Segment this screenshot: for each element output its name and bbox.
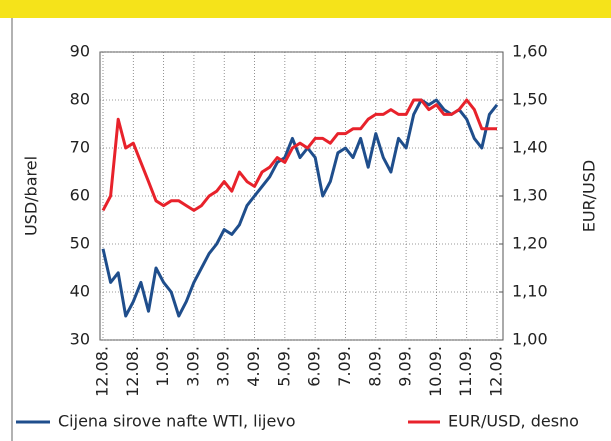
y-tick-label: 30	[70, 330, 90, 349]
y2-tick-label: 1,50	[512, 90, 548, 109]
y-tick-label: 80	[70, 90, 90, 109]
header-band	[0, 0, 611, 18]
x-tick-label: 3.09.	[214, 346, 233, 387]
x-tick-label: 12.08.	[123, 346, 142, 397]
y2-tick-label: 1,40	[512, 138, 548, 157]
legend-label: EUR/USD, desno	[448, 412, 579, 431]
x-tick-label: 3.09.	[183, 346, 202, 387]
x-tick-label: 4.09.	[244, 346, 263, 387]
y-tick-label: 70	[70, 138, 90, 157]
y2-axis-title: EUR/USD	[580, 160, 599, 233]
y2-tick-label: 1,30	[512, 186, 548, 205]
y-axis-title: USD/barel	[22, 156, 41, 236]
line-series	[101, 98, 497, 212]
y2-tick-label: 1,00	[512, 330, 548, 349]
x-tick-label: 12.08.	[93, 346, 112, 397]
y-tick-label: 50	[70, 234, 90, 253]
y-tick-label: 90	[70, 42, 90, 61]
line-series	[101, 98, 499, 318]
y-tick-label: 40	[70, 282, 90, 301]
y-tick-label: 60	[70, 186, 90, 205]
x-tick-label: 8.09.	[365, 346, 384, 387]
x-tick-label: 9.09.	[396, 346, 415, 387]
legend-label: Cijena sirove nafte WTI, lijevo	[58, 412, 296, 431]
x-tick-label: 7.09.	[335, 346, 354, 387]
x-tick-label: 5.09.	[274, 346, 293, 387]
x-tick-label: 6.09.	[305, 346, 324, 387]
x-tick-label: 12.09.	[487, 346, 506, 397]
y2-tick-label: 1,10	[512, 282, 548, 301]
y2-tick-label: 1,20	[512, 234, 548, 253]
x-tick-label: 11.09.	[456, 346, 475, 397]
y2-tick-label: 1,60	[512, 42, 548, 61]
x-tick-label: 1.09.	[153, 346, 172, 387]
x-tick-label: 10.09.	[426, 346, 445, 397]
